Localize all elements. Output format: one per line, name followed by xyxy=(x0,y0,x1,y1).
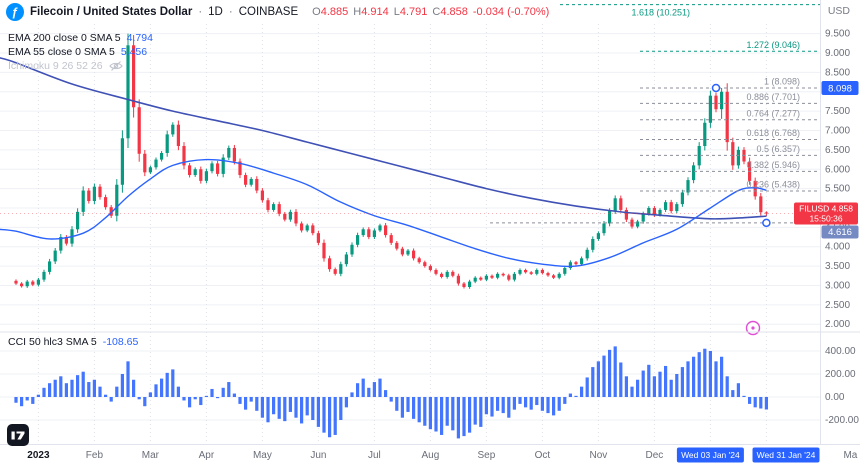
legend-cci[interactable]: CCI 50 hlc3 SMA 5 -108.65 xyxy=(8,336,138,348)
close-label: C xyxy=(432,6,441,18)
svg-text:6.500: 6.500 xyxy=(825,145,850,156)
svg-text:0.764 (7.277): 0.764 (7.277) xyxy=(746,108,800,118)
symbol-title[interactable]: Filecoin / United States Dollar xyxy=(30,6,193,18)
svg-text:Jul: Jul xyxy=(368,450,381,461)
legend-ema55[interactable]: EMA 55 close 0 SMA 5 5.456 xyxy=(8,45,153,59)
svg-text:Aug: Aug xyxy=(422,450,440,461)
timeframe-button[interactable]: 1D xyxy=(208,6,223,18)
svg-text:Wed 03 Jan '24: Wed 03 Jan '24 xyxy=(681,450,740,460)
legend-ichimoku[interactable]: Ichimoku 9 26 52 26 xyxy=(8,59,153,73)
svg-text:8.098: 8.098 xyxy=(828,83,852,94)
svg-text:9.000: 9.000 xyxy=(825,48,850,59)
symbol-header: ƒ Filecoin / United States Dollar · 1D ·… xyxy=(6,3,549,21)
svg-text:3.500: 3.500 xyxy=(825,261,850,272)
svg-text:1.272 (9.046): 1.272 (9.046) xyxy=(746,40,800,50)
svg-text:15:50:36: 15:50:36 xyxy=(809,213,842,223)
tradingview-logo[interactable] xyxy=(7,424,29,451)
svg-text:2.000: 2.000 xyxy=(825,319,850,330)
svg-text:9.500: 9.500 xyxy=(825,29,850,40)
svg-text:6.000: 6.000 xyxy=(825,164,850,175)
svg-text:Apr: Apr xyxy=(199,450,215,461)
svg-text:Dec: Dec xyxy=(646,450,664,461)
ema200-title: EMA 200 close 0 SMA 5 xyxy=(8,32,121,44)
svg-text:4.000: 4.000 xyxy=(825,242,850,253)
eye-slash-icon[interactable] xyxy=(108,60,123,72)
separator-dot: · xyxy=(228,6,233,18)
price-scale-currency-button[interactable]: USD xyxy=(827,5,850,17)
svg-text:0.618 (6.768): 0.618 (6.768) xyxy=(746,128,800,138)
svg-text:Ma: Ma xyxy=(843,450,857,461)
svg-text:Sep: Sep xyxy=(478,450,496,461)
svg-text:400.00: 400.00 xyxy=(825,346,856,357)
svg-text:May: May xyxy=(253,450,272,461)
exchange-label[interactable]: COINBASE xyxy=(238,6,299,18)
svg-text:200.00: 200.00 xyxy=(825,369,856,380)
open-label: O xyxy=(312,6,321,18)
svg-text:Mar: Mar xyxy=(142,450,160,461)
open-value: 4.885 xyxy=(320,6,349,18)
svg-text:7.000: 7.000 xyxy=(825,126,850,137)
close-value: 4.858 xyxy=(440,6,468,18)
svg-text:Jun: Jun xyxy=(310,450,326,461)
ema55-value: 5.456 xyxy=(120,46,148,58)
svg-text:0.236 (5.438): 0.236 (5.438) xyxy=(746,180,800,190)
svg-text:1 (8.098): 1 (8.098) xyxy=(764,76,800,86)
ichimoku-title: Ichimoku 9 26 52 26 xyxy=(8,60,103,72)
svg-text:1.618 (10.251): 1.618 (10.251) xyxy=(631,8,690,18)
svg-text:0.5 (6.357): 0.5 (6.357) xyxy=(756,144,800,154)
svg-text:-200.00: -200.00 xyxy=(825,415,859,426)
svg-text:Nov: Nov xyxy=(590,450,608,461)
low-label: L xyxy=(393,6,400,18)
svg-text:Oct: Oct xyxy=(535,450,551,461)
svg-text:2.500: 2.500 xyxy=(825,300,850,311)
low-value: 4.791 xyxy=(399,6,428,18)
cci-value: -108.65 xyxy=(102,336,139,348)
high-label: H xyxy=(353,6,362,18)
svg-text:7.500: 7.500 xyxy=(825,106,850,117)
svg-text:8.500: 8.500 xyxy=(825,67,850,78)
svg-text:FILUSD 4.858: FILUSD 4.858 xyxy=(799,203,853,213)
svg-text:3.000: 3.000 xyxy=(825,280,850,291)
svg-text:2023: 2023 xyxy=(27,450,50,461)
separator-dot: · xyxy=(198,6,203,18)
ema200-value: 4.794 xyxy=(126,32,153,44)
svg-text:0.886 (7.701): 0.886 (7.701) xyxy=(746,92,800,102)
svg-text:4.616: 4.616 xyxy=(828,227,852,238)
legend-ema200[interactable]: EMA 200 close 0 SMA 5 4.794 xyxy=(8,31,153,45)
ohlc-readout: O4.885 H4.914 L4.791 C4.858 -0.034 (-0.7… xyxy=(312,6,549,18)
svg-text:Wed 31 Jan '24: Wed 31 Jan '24 xyxy=(757,450,816,460)
high-value: 4.914 xyxy=(361,6,389,18)
svg-text:Feb: Feb xyxy=(86,450,104,461)
cci-title: CCI 50 hlc3 SMA 5 xyxy=(8,336,97,348)
svg-text:0.00: 0.00 xyxy=(825,392,845,403)
svg-text:0.382 (5.946): 0.382 (5.946) xyxy=(746,160,800,170)
ema55-title: EMA 55 close 0 SMA 5 xyxy=(8,46,115,58)
indicator-legend: EMA 200 close 0 SMA 5 4.794 EMA 55 close… xyxy=(8,31,153,73)
change-value: -0.034 (-0.70%) xyxy=(472,6,550,18)
filecoin-logo-icon: ƒ xyxy=(6,3,24,21)
svg-text:5.500: 5.500 xyxy=(825,184,850,195)
